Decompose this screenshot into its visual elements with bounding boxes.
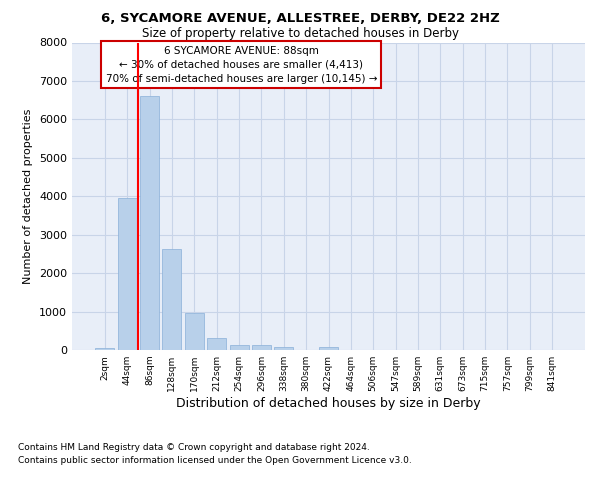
Bar (207, 338, 226, 350)
Text: Contains public sector information licensed under the Open Government Licence v3: Contains public sector information licen… (18, 456, 412, 465)
Bar (163, 250, 181, 350)
Bar (185, 314, 204, 350)
Text: 6 SYCAMORE AVENUE: 88sqm
← 30% of detached houses are smaller (4,413)
70% of sem: 6 SYCAMORE AVENUE: 88sqm ← 30% of detach… (106, 46, 377, 84)
X-axis label: Distribution of detached houses by size in Derby: Distribution of detached houses by size … (176, 397, 481, 410)
Bar (95, 348, 115, 350)
Text: Contains HM Land Registry data © Crown copyright and database right 2024.: Contains HM Land Registry data © Crown c… (18, 442, 370, 452)
Bar (230, 345, 248, 350)
Text: 6, SYCAMORE AVENUE, ALLESTREE, DERBY, DE22 2HZ: 6, SYCAMORE AVENUE, ALLESTREE, DERBY, DE… (101, 12, 499, 26)
Bar (319, 347, 338, 350)
Y-axis label: Number of detached properties: Number of detached properties (23, 108, 34, 284)
Bar (140, 96, 159, 350)
Bar (118, 198, 137, 350)
Bar (274, 346, 293, 350)
Bar (252, 345, 271, 350)
Text: Size of property relative to detached houses in Derby: Size of property relative to detached ho… (142, 28, 458, 40)
